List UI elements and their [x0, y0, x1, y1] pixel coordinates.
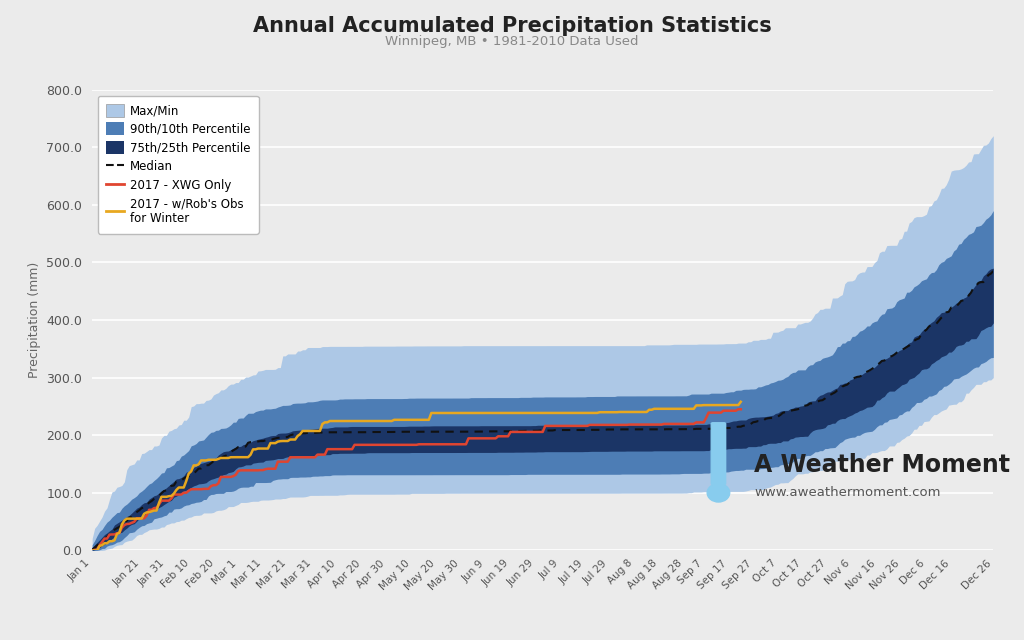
- FancyBboxPatch shape: [712, 423, 726, 484]
- Text: A Weather Moment: A Weather Moment: [755, 453, 1011, 477]
- Y-axis label: Precipitation (mm): Precipitation (mm): [28, 262, 41, 378]
- Ellipse shape: [708, 484, 730, 502]
- Text: Annual Accumulated Precipitation Statistics: Annual Accumulated Precipitation Statist…: [253, 16, 771, 36]
- Text: Winnipeg, MB • 1981-2010 Data Used: Winnipeg, MB • 1981-2010 Data Used: [385, 35, 639, 48]
- Legend: Max/Min, 90th/10th Percentile, 75th/25th Percentile, Median, 2017 - XWG Only, 20: Max/Min, 90th/10th Percentile, 75th/25th…: [98, 95, 259, 234]
- Text: www.aweathermoment.com: www.aweathermoment.com: [755, 486, 941, 499]
